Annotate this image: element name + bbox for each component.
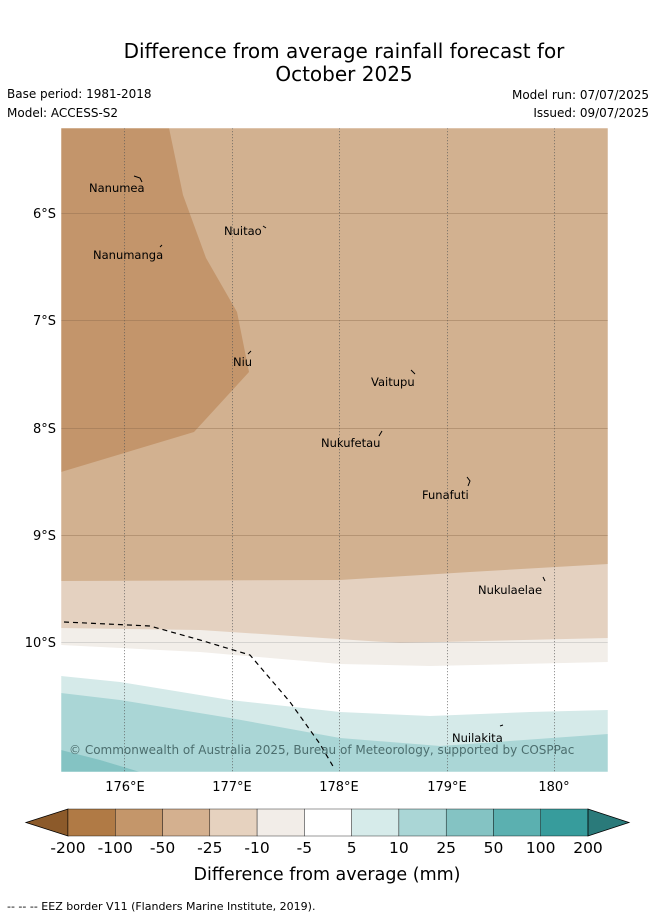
colorbar-tick-label: 10 — [389, 839, 409, 857]
island-label-nuitao: Nuitao — [224, 224, 262, 238]
colorbar-swatch — [351, 808, 400, 837]
eez-footnote: -- -- -- EEZ border V11 (Flanders Marine… — [7, 900, 316, 913]
colorbar-swatch — [540, 808, 589, 837]
island-label-funafuti: Funafuti — [422, 488, 469, 502]
lat-label-8s: 8°S — [33, 422, 56, 437]
island-shape-nukufetau — [378, 430, 383, 437]
lon-label-178e: 178°E — [319, 780, 359, 795]
colorbar-swatch — [67, 808, 116, 837]
colorbar-swatch — [209, 808, 258, 837]
colorbar-tick-label: 100 — [526, 839, 556, 857]
base-period: Base period: 1981-2018 — [7, 87, 152, 101]
contour-fill-plus25 — [61, 693, 608, 772]
model-run: Model run: 07/07/2025 — [511, 88, 649, 102]
colorbar-tick-label: -50 — [150, 839, 175, 857]
contour-fill-plus50 — [61, 750, 140, 772]
island-shape-nukulaelae — [542, 576, 546, 582]
colorbar-tick-label: -100 — [98, 839, 133, 857]
colorbar-tick-label: -10 — [244, 839, 269, 857]
colorbar-swatch — [162, 808, 211, 837]
colorbar-tick-label: 5 — [347, 839, 357, 857]
lon-label-177e: 177°E — [212, 780, 252, 795]
colorbar-title: Difference from average (mm) — [193, 865, 460, 885]
island-shape-nuilakita — [499, 724, 504, 727]
copyright-notice: © Commonwealth of Australia 2025, Bureau… — [69, 743, 574, 757]
colorbar-swatch — [398, 808, 447, 837]
rainfall-contours — [61, 128, 608, 772]
island-shape-funafuti — [466, 476, 471, 487]
colorbar-tick-label: -200 — [50, 839, 85, 857]
longitude-axis: 176°E 177°E 178°E 179°E 180° — [105, 780, 569, 795]
colorbar-tick-label: 50 — [484, 839, 504, 857]
colorbar-extend-low — [24, 808, 69, 837]
colorbar-swatch — [256, 808, 305, 837]
lat-label-7s: 7°S — [33, 314, 56, 329]
eez-border-line — [63, 621, 335, 769]
map-title: Difference from average rainfall forecas… — [0, 40, 655, 86]
title-line-2: October 2025 — [275, 62, 413, 86]
colorbar-swatch — [304, 808, 352, 837]
graticule — [124, 128, 555, 772]
island-label-nukufetau: Nukufetau — [321, 436, 380, 450]
island-shape-vaitupu — [410, 369, 416, 375]
colorbar-extend-high — [587, 808, 631, 837]
island-label-vaitupu: Vaitupu — [371, 375, 415, 389]
lon-label-180: 180° — [538, 780, 569, 795]
colorbar-tick-label: 25 — [436, 839, 456, 857]
issued-date: Issued: 09/07/2025 — [533, 106, 649, 120]
island-shapes — [133, 175, 546, 727]
island-label-nanumea: Nanumea — [89, 181, 145, 195]
island-shape-nanumanga — [159, 244, 163, 248]
lon-label-176e: 176°E — [105, 780, 145, 795]
colorbar-tick-label: 200 — [573, 839, 603, 857]
title-line-1: Difference from average rainfall forecas… — [123, 39, 565, 63]
island-shape-niu — [247, 350, 252, 355]
colorbar-swatch — [493, 808, 541, 837]
island-label-nanumanga: Nanumanga — [93, 248, 163, 262]
island-label-niu: Niu — [233, 355, 252, 369]
map-frame — [60, 127, 609, 773]
latitude-axis: 6°S 7°S 8°S 9°S 10°S — [25, 207, 56, 651]
lat-label-10s: 10°S — [25, 636, 56, 651]
colorbar-tick-label: -5 — [297, 839, 312, 857]
graticule-lat — [61, 213, 608, 643]
lat-label-6s: 6°S — [33, 207, 56, 222]
island-shape-nuitao — [262, 225, 267, 229]
model-name: Model: ACCESS-S2 — [7, 106, 119, 120]
island-label-nukulaelae: Nukulaelae — [478, 583, 542, 597]
colorbar-swatch — [115, 808, 163, 837]
colorbar-tick-label: -25 — [197, 839, 222, 857]
island-label-nuilakita: Nuilakita — [452, 731, 503, 745]
lat-label-9s: 9°S — [33, 529, 56, 544]
contour-fill-minus50 — [61, 128, 249, 472]
colorbar-swatch — [445, 808, 494, 837]
lon-label-179e: 179°E — [427, 780, 467, 795]
island-labels: Nanumea Nuitao Nanumanga Niu Vaitupu Nuk… — [89, 181, 542, 745]
island-shape-nanumea — [133, 175, 143, 183]
colorbar-labels: -200 -100 -50 -25 -10 -5 5 10 25 50 100 200 — [50, 839, 602, 857]
colorbar — [24, 808, 631, 837]
